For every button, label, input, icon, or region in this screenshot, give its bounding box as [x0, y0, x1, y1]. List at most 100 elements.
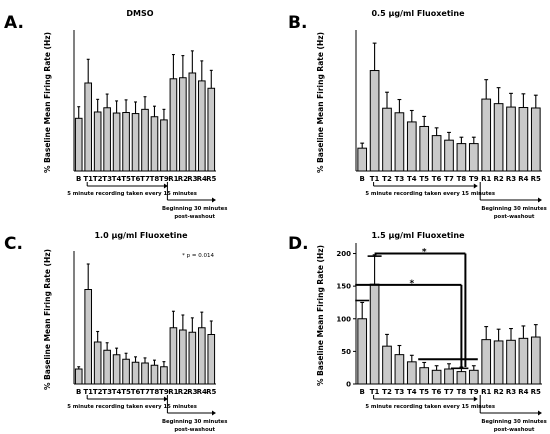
bar-T1 [369, 283, 380, 385]
bar-T9 [468, 369, 479, 385]
x-tick-label: T3 [395, 175, 405, 183]
bar-T7 [141, 362, 149, 385]
panel-title: 0.5 µg/ml Fluoxetine [371, 9, 465, 18]
y-axis-label: % Baseline Mean Firing Rate (Hz) [43, 249, 52, 390]
bar-R1 [169, 78, 178, 172]
bar-T4 [406, 121, 417, 172]
x-tick-label: T7 [140, 388, 150, 396]
bar-R4 [518, 107, 529, 172]
bar-T8 [150, 364, 159, 385]
washout-note: Beginning 30 minutes post-washout [162, 206, 227, 220]
bar-R5 [530, 107, 541, 172]
bar-R4 [518, 337, 529, 385]
x-tick-label: T1 [370, 175, 380, 183]
bar-R3 [506, 106, 516, 172]
x-tick-label: R4 [518, 175, 528, 183]
bar-T6 [431, 369, 442, 385]
bar-T3 [394, 112, 405, 172]
bar-T8 [150, 116, 159, 172]
bar-R3 [188, 331, 197, 385]
x-tick-label: B [76, 175, 81, 183]
washout-note: Beginning 30 minutes post-washout [162, 419, 227, 433]
x-tick-label: T8 [150, 388, 160, 396]
y-tick-label: 0 [346, 381, 351, 389]
x-tick-label: T5 [419, 388, 429, 396]
x-tick-label: R3 [187, 388, 197, 396]
bar-R3 [188, 72, 197, 172]
panel-1: A. DMSO% Baseline Mean Firing Rate (Hz)B T… [4, 9, 227, 220]
panel-title: DMSO [126, 9, 153, 18]
x-tick-label: R1 [481, 175, 491, 183]
x-tick-label: T7 [444, 175, 454, 183]
bar-T1 [84, 289, 93, 385]
x-tick-label: T4 [407, 175, 417, 183]
bar-R3 [506, 339, 516, 385]
bar-T1 [369, 70, 380, 172]
x-tick-label: T6 [131, 175, 141, 183]
panel-label: C. [4, 234, 23, 254]
bar-R5 [207, 334, 216, 385]
x-tick-label: T8 [457, 175, 467, 183]
bar-T2 [382, 107, 392, 172]
bar-R1 [169, 327, 178, 385]
bar-T5 [122, 112, 130, 172]
bar-T4 [112, 112, 121, 172]
y-tick-label: 200 [336, 250, 351, 258]
bar-R5 [207, 87, 216, 172]
x-tick-label: R5 [531, 175, 541, 183]
recording-note: 5 minute recording taken every 15 minute… [67, 404, 197, 410]
x-tick-label: T2 [382, 388, 392, 396]
panel-label: D. [288, 234, 309, 254]
recording-note: 5 minute recording taken every 15 minute… [67, 191, 197, 197]
bar-T4 [406, 361, 417, 385]
bar-T1 [84, 82, 93, 172]
x-tick-label: R2 [493, 388, 503, 396]
bar-R2 [179, 329, 187, 385]
bar-T6 [131, 361, 140, 385]
x-tick-label: R2 [178, 388, 188, 396]
x-tick-label: R5 [206, 175, 216, 183]
x-tick-label: R1 [481, 388, 491, 396]
bar-R2 [493, 340, 504, 385]
x-tick-label: T9 [159, 388, 169, 396]
bar-T9 [468, 143, 479, 172]
x-tick-label: T5 [121, 388, 131, 396]
x-tick-label: R2 [178, 175, 188, 183]
x-tick-label: T1 [83, 388, 93, 396]
y-tick-label: 100 [336, 315, 351, 323]
x-tick-label: T5 [121, 175, 131, 183]
significance-star: * [409, 279, 414, 289]
x-tick-label: R3 [187, 175, 197, 183]
significance-star: * [422, 248, 427, 258]
y-tick-label: 50 [341, 348, 351, 356]
x-tick-label: T9 [159, 175, 169, 183]
x-tick-label: R4 [197, 388, 207, 396]
x-tick-label: R1 [168, 175, 178, 183]
x-tick-label: B [76, 388, 81, 396]
x-tick-label: T8 [150, 175, 160, 183]
bar-T5 [122, 358, 130, 385]
x-tick-label: T1 [370, 388, 380, 396]
x-tick-label: T6 [131, 388, 141, 396]
x-tick-label: T3 [395, 388, 405, 396]
x-tick-label: T9 [469, 388, 479, 396]
x-tick-label: T7 [444, 388, 454, 396]
bar-T2 [93, 341, 102, 385]
bar-T4 [112, 354, 121, 385]
washout-note: Beginning 30 minutes post-washout [481, 419, 546, 433]
x-tick-label: R5 [531, 388, 541, 396]
bar-B [74, 117, 83, 172]
x-tick-label: R4 [518, 388, 528, 396]
washout-arrowhead [538, 410, 542, 416]
panel-title: 1.0 µg/ml Fluoxetine [94, 231, 188, 240]
bar-T5 [419, 367, 430, 385]
x-tick-label: R2 [493, 175, 503, 183]
recording-note: 5 minute recording taken every 15 minute… [365, 191, 495, 197]
washout-arrowhead [538, 197, 542, 203]
y-axis-label: % Baseline Mean Firing Rate (Hz) [43, 32, 52, 173]
bar-T3 [103, 349, 111, 385]
bar-R4 [197, 80, 206, 172]
x-tick-label: T3 [102, 388, 112, 396]
bar-T2 [382, 345, 392, 385]
bar-T5 [419, 125, 430, 172]
